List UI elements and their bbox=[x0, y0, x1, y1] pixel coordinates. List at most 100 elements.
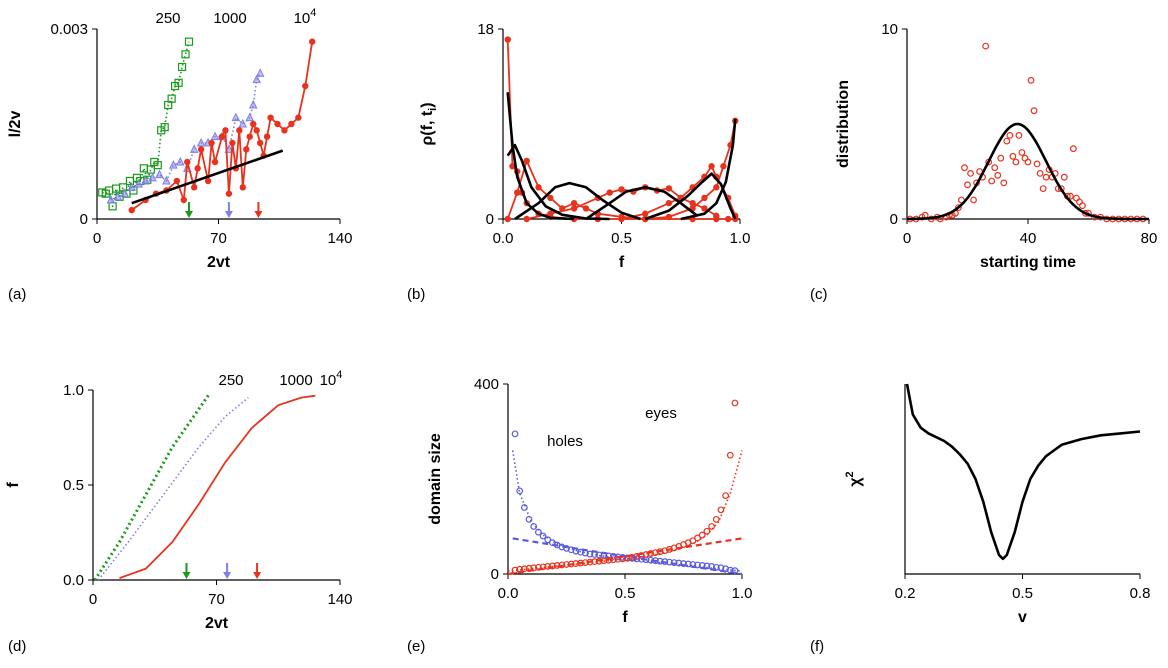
annotation-label: 1000 bbox=[213, 10, 246, 27]
y-tick-label: 1.0 bbox=[63, 382, 84, 399]
x-tick-label: 0 bbox=[93, 230, 101, 247]
data-point bbox=[1039, 185, 1047, 193]
x-tick-label: 0.5 bbox=[1012, 585, 1033, 602]
series-line bbox=[101, 41, 190, 208]
data-point bbox=[204, 177, 212, 185]
series-line bbox=[644, 172, 737, 221]
data-point bbox=[153, 161, 162, 170]
data-point bbox=[184, 37, 194, 46]
data-point bbox=[196, 137, 206, 147]
data-point bbox=[250, 120, 257, 128]
data-point bbox=[665, 199, 673, 207]
x-tick-label: 140 bbox=[327, 230, 352, 247]
data-point bbox=[125, 176, 135, 186]
x-axis-label: 2vt bbox=[207, 254, 231, 271]
data-point bbox=[520, 565, 528, 573]
annotation-label: 104 bbox=[320, 369, 343, 389]
y-tick-label: 18 bbox=[477, 21, 494, 38]
data-point bbox=[243, 146, 250, 153]
y-axis-label: distribution bbox=[835, 80, 852, 168]
annotation-label: eyes bbox=[645, 405, 677, 422]
y-axis-label: ρ(f, ti) bbox=[419, 102, 439, 145]
data-point bbox=[642, 551, 650, 558]
series-line bbox=[621, 165, 737, 220]
data-point bbox=[225, 190, 233, 197]
series-line bbox=[131, 149, 284, 205]
data-point bbox=[1069, 145, 1077, 153]
series-line bbox=[907, 122, 1149, 221]
data-point bbox=[713, 184, 720, 191]
series-line bbox=[514, 181, 641, 221]
data-point bbox=[134, 179, 143, 188]
data-point bbox=[665, 213, 673, 221]
y-axis-label: χ2 bbox=[844, 471, 864, 486]
data-point bbox=[516, 487, 524, 495]
data-point bbox=[731, 399, 739, 407]
y-tick-label: 10 bbox=[881, 21, 898, 38]
data-point bbox=[127, 182, 137, 191]
data-point bbox=[720, 163, 727, 170]
data-point bbox=[570, 205, 578, 212]
series-line bbox=[645, 120, 737, 220]
data-point bbox=[176, 156, 185, 166]
data-point bbox=[167, 94, 176, 103]
data-point bbox=[256, 139, 264, 147]
series-line bbox=[680, 118, 737, 221]
x-axis-label: v bbox=[1018, 609, 1027, 626]
panel-label: (b) bbox=[407, 286, 425, 303]
annotation-label: 104 bbox=[294, 7, 317, 27]
data-point bbox=[155, 169, 164, 179]
data-point bbox=[1021, 154, 1029, 162]
x-tick-label: 0.0 bbox=[493, 230, 514, 247]
panel-b: 0.0 0.5 1.0 0 18 f ρ(f, ti) (b) bbox=[407, 21, 750, 303]
data-point bbox=[703, 562, 711, 570]
data-point bbox=[1006, 131, 1014, 139]
data-point bbox=[703, 527, 711, 535]
data-point bbox=[263, 133, 271, 140]
x-tick-label: 0 bbox=[903, 230, 911, 247]
data-point bbox=[967, 169, 974, 177]
data-point bbox=[238, 118, 248, 128]
data-point bbox=[955, 204, 962, 212]
data-point bbox=[712, 563, 720, 571]
data-point bbox=[1042, 173, 1050, 181]
data-point bbox=[504, 36, 511, 43]
data-point bbox=[712, 515, 720, 523]
data-point bbox=[689, 537, 697, 545]
series-line bbox=[506, 143, 610, 221]
panel-label: (a) bbox=[8, 286, 26, 303]
data-point bbox=[549, 562, 556, 570]
x-tick-label: 70 bbox=[210, 230, 227, 247]
data-point bbox=[701, 205, 708, 212]
annotation-label: 1000 bbox=[279, 372, 312, 389]
series-line bbox=[506, 92, 575, 221]
data-point bbox=[229, 139, 236, 147]
data-point bbox=[694, 561, 701, 569]
data-point bbox=[511, 430, 519, 438]
data-point bbox=[1000, 179, 1008, 187]
x-axis-label: f bbox=[622, 609, 628, 626]
data-point bbox=[184, 158, 191, 166]
data-point bbox=[708, 523, 715, 530]
data-point bbox=[701, 194, 708, 202]
data-point bbox=[162, 175, 171, 185]
x-axis-label: starting time bbox=[980, 254, 1076, 271]
data-point bbox=[309, 38, 316, 45]
data-point bbox=[1030, 107, 1038, 115]
x-tick-label: 40 bbox=[1020, 230, 1037, 247]
x-tick-label: 70 bbox=[208, 591, 225, 608]
data-point bbox=[1079, 202, 1086, 210]
data-point bbox=[141, 175, 150, 185]
x-marker-arrowhead bbox=[182, 572, 191, 579]
data-point bbox=[245, 112, 255, 122]
data-point bbox=[177, 62, 187, 72]
data-point bbox=[652, 549, 659, 557]
data-point bbox=[606, 189, 613, 196]
data-point bbox=[961, 164, 968, 172]
x-marker-arrowhead bbox=[224, 211, 233, 218]
series-line bbox=[585, 186, 699, 221]
data-point bbox=[1018, 149, 1026, 156]
data-point bbox=[605, 556, 613, 564]
data-point bbox=[680, 560, 687, 567]
data-point bbox=[267, 114, 274, 121]
